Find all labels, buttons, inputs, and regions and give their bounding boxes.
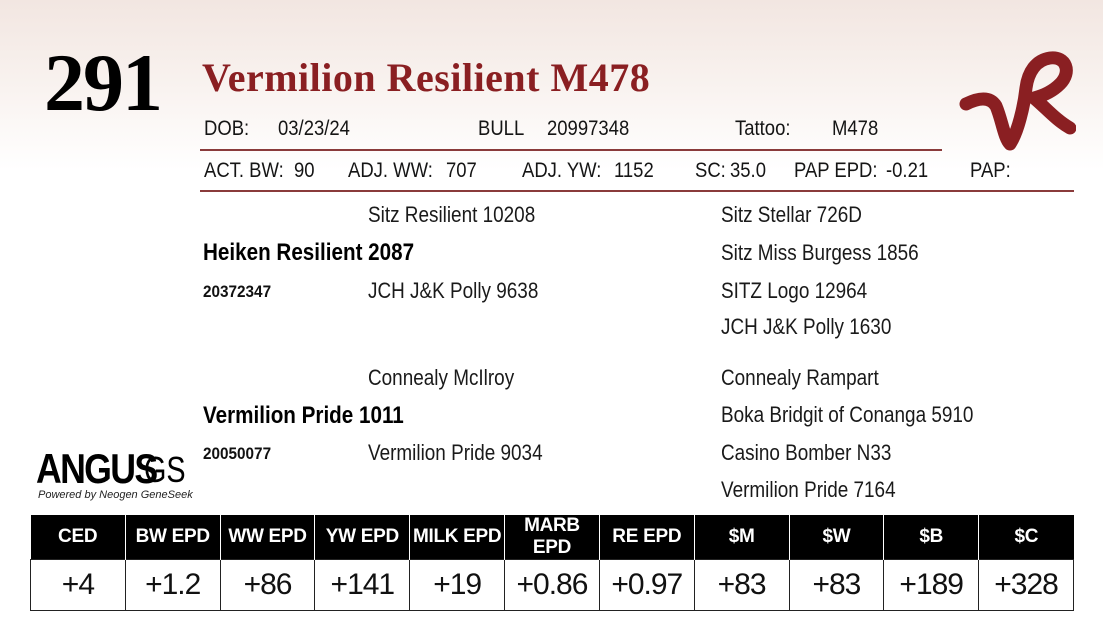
sex-value: BULL xyxy=(478,117,525,140)
dam-sire-sire: Connealy Rampart xyxy=(721,365,879,390)
epd-header-ww: WW EPD xyxy=(219,515,315,560)
sire-name: Heiken Resilient 2087 xyxy=(203,239,415,266)
dam-sire: Connealy McIlroy xyxy=(368,365,515,390)
row1-divider xyxy=(200,149,942,151)
epd-value-c: +328 xyxy=(978,559,1074,611)
epd-value-yw: +141 xyxy=(314,559,411,611)
animal-name: Vermilion Resilient M478 xyxy=(202,55,651,100)
act-bw-label: ACT. BW: xyxy=(204,159,284,182)
dam-sire-dam: Boka Bridgit of Conanga 5910 xyxy=(721,402,974,427)
epd-value-marb: +0.86 xyxy=(504,559,600,611)
sire-registration: 20372347 xyxy=(203,282,272,301)
epd-value-b: +189 xyxy=(883,559,980,611)
epd-value-ced: +4 xyxy=(30,559,126,611)
sire-dam-dam: JCH J&K Polly 1630 xyxy=(721,314,892,339)
sire-sire-sire: Sitz Stellar 726D xyxy=(721,202,862,227)
row2-divider xyxy=(200,190,1074,192)
sire-dam-sire: SITZ Logo 12964 xyxy=(721,278,868,303)
registration-number: 20997348 xyxy=(547,117,630,140)
epd-header-re: RE EPD xyxy=(598,515,695,560)
adj-yw-value: 1152 xyxy=(614,159,654,182)
epd-header-yw: YW EPD xyxy=(314,515,410,560)
adj-ww-value: 707 xyxy=(446,159,477,182)
angus-gs-logo: ANGUS GS Powered by Neogen GeneSeek xyxy=(36,445,193,504)
tattoo-value: M478 xyxy=(832,117,879,140)
epd-header-milk: MILK EPD xyxy=(409,515,505,560)
adj-yw-label: ADJ. YW: xyxy=(522,159,602,182)
pap-epd-value: -0.21 xyxy=(886,159,929,182)
angus-logo-tagline: Powered by Neogen GeneSeek xyxy=(38,489,193,501)
epd-header-bw: BW EPD xyxy=(124,515,221,560)
epd-header-b: $B xyxy=(883,515,979,560)
epd-header-w: $W xyxy=(788,515,884,560)
tattoo-label: Tattoo: xyxy=(735,117,791,140)
sire-sire: Sitz Resilient 10208 xyxy=(368,202,536,227)
dam-dam: Vermilion Pride 9034 xyxy=(368,440,543,465)
epd-value-m: +83 xyxy=(693,559,790,611)
epd-header-c: $C xyxy=(978,515,1074,560)
dam-dam-sire: Casino Bomber N33 xyxy=(721,440,892,465)
epd-header-m: $M xyxy=(693,515,789,560)
epd-value-bw: +1.2 xyxy=(124,559,221,611)
angus-logo-suffix: GS xyxy=(144,449,186,490)
sire-dam: JCH J&K Polly 9638 xyxy=(368,278,539,303)
sire-sire-dam: Sitz Miss Burgess 1856 xyxy=(721,240,919,265)
lot-number: 291 xyxy=(44,37,163,128)
epd-value-ww: +86 xyxy=(219,559,316,611)
dam-name: Vermilion Pride 1011 xyxy=(203,402,404,429)
angus-logo-word: ANGUS xyxy=(36,445,158,492)
dam-dam-dam: Vermilion Pride 7164 xyxy=(721,477,896,502)
adj-ww-label: ADJ. WW: xyxy=(348,159,433,182)
sc-label: SC: xyxy=(695,159,726,182)
dob-label: DOB: xyxy=(204,117,250,140)
dam-registration: 20050077 xyxy=(203,444,272,463)
epd-table: CED BW EPD WW EPD YW EPD MILK EPD MARB E… xyxy=(30,515,1074,611)
epd-header-ced: CED xyxy=(30,515,126,560)
epd-header-marb: MARB EPD xyxy=(504,515,600,560)
pap-epd-label: PAP EPD: xyxy=(794,159,878,182)
epd-value-milk: +19 xyxy=(409,559,506,611)
sc-value: 35.0 xyxy=(730,159,766,182)
epd-value-w: +83 xyxy=(788,559,885,611)
epd-value-re: +0.97 xyxy=(598,559,695,611)
vr-brand-logo: VR xyxy=(959,51,1076,151)
pap-label: PAP: xyxy=(970,159,1011,182)
dob-value: 03/23/24 xyxy=(278,117,350,140)
act-bw-value: 90 xyxy=(294,159,315,182)
